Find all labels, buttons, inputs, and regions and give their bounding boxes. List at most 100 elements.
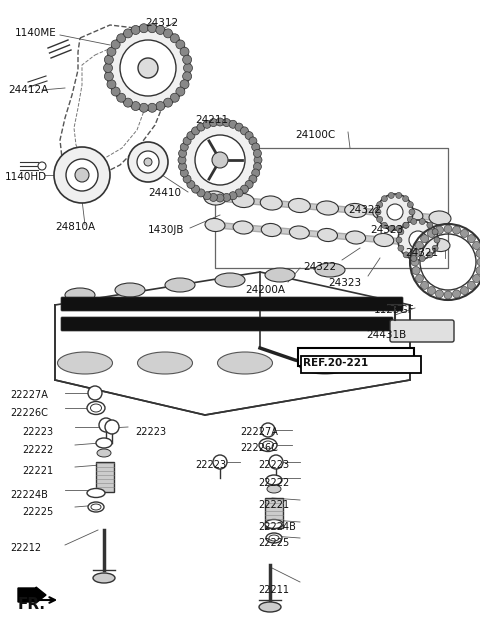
Circle shape bbox=[203, 192, 211, 200]
Text: 24323: 24323 bbox=[328, 278, 361, 288]
Circle shape bbox=[245, 180, 253, 188]
Circle shape bbox=[428, 286, 435, 294]
Text: 22227A: 22227A bbox=[10, 390, 48, 400]
Circle shape bbox=[419, 218, 425, 225]
Circle shape bbox=[476, 249, 480, 257]
Circle shape bbox=[183, 175, 191, 183]
Circle shape bbox=[235, 189, 243, 197]
Circle shape bbox=[249, 137, 257, 145]
Text: 22223: 22223 bbox=[258, 460, 289, 470]
Text: 24312: 24312 bbox=[145, 18, 178, 28]
Circle shape bbox=[419, 255, 425, 262]
Circle shape bbox=[408, 202, 413, 208]
Circle shape bbox=[180, 143, 188, 151]
Circle shape bbox=[412, 267, 420, 275]
Circle shape bbox=[477, 258, 480, 266]
Text: 24322: 24322 bbox=[303, 262, 336, 272]
Text: 22225: 22225 bbox=[258, 538, 289, 548]
Circle shape bbox=[473, 241, 480, 249]
Circle shape bbox=[432, 245, 438, 251]
Text: 24412A: 24412A bbox=[8, 85, 48, 95]
Circle shape bbox=[123, 98, 132, 107]
Ellipse shape bbox=[232, 194, 254, 207]
Circle shape bbox=[473, 275, 480, 283]
Ellipse shape bbox=[373, 206, 395, 220]
Circle shape bbox=[131, 25, 140, 35]
Circle shape bbox=[209, 193, 217, 201]
Text: 24322: 24322 bbox=[348, 205, 381, 215]
Text: 22221: 22221 bbox=[258, 500, 289, 510]
Ellipse shape bbox=[259, 602, 281, 612]
Ellipse shape bbox=[204, 191, 226, 205]
Text: 24410: 24410 bbox=[148, 188, 181, 198]
Text: 1140ME: 1140ME bbox=[15, 28, 57, 38]
Circle shape bbox=[131, 102, 140, 110]
Circle shape bbox=[137, 151, 159, 173]
Circle shape bbox=[216, 194, 224, 202]
Circle shape bbox=[213, 455, 227, 469]
Ellipse shape bbox=[374, 233, 394, 247]
Circle shape bbox=[104, 55, 113, 64]
Text: 22211: 22211 bbox=[258, 585, 289, 595]
Circle shape bbox=[120, 40, 176, 96]
Ellipse shape bbox=[87, 489, 105, 497]
Circle shape bbox=[105, 420, 119, 434]
Circle shape bbox=[444, 225, 452, 233]
Circle shape bbox=[235, 123, 243, 131]
Ellipse shape bbox=[215, 273, 245, 287]
Ellipse shape bbox=[259, 439, 277, 452]
Circle shape bbox=[192, 127, 200, 135]
Circle shape bbox=[117, 93, 126, 102]
Ellipse shape bbox=[266, 533, 282, 543]
Text: FR.: FR. bbox=[18, 597, 46, 612]
Circle shape bbox=[254, 156, 262, 164]
Circle shape bbox=[253, 149, 262, 157]
Circle shape bbox=[170, 34, 179, 43]
Circle shape bbox=[468, 234, 475, 242]
Circle shape bbox=[88, 386, 102, 400]
Text: REF.20-221: REF.20-221 bbox=[303, 358, 368, 368]
FancyArrow shape bbox=[18, 587, 46, 603]
FancyBboxPatch shape bbox=[61, 297, 403, 311]
Circle shape bbox=[427, 252, 433, 258]
Circle shape bbox=[180, 48, 189, 56]
Ellipse shape bbox=[402, 236, 422, 249]
Circle shape bbox=[104, 72, 113, 81]
Ellipse shape bbox=[93, 573, 115, 583]
Ellipse shape bbox=[233, 221, 253, 234]
Circle shape bbox=[411, 258, 419, 266]
Circle shape bbox=[387, 204, 403, 220]
Text: 22223: 22223 bbox=[195, 460, 226, 470]
Circle shape bbox=[460, 286, 468, 294]
Circle shape bbox=[180, 80, 189, 89]
Circle shape bbox=[435, 290, 444, 298]
Circle shape bbox=[420, 281, 429, 289]
Circle shape bbox=[223, 193, 230, 201]
Circle shape bbox=[269, 455, 283, 469]
Circle shape bbox=[398, 220, 438, 260]
Circle shape bbox=[396, 193, 402, 199]
Circle shape bbox=[398, 229, 404, 234]
Circle shape bbox=[128, 142, 168, 182]
Circle shape bbox=[144, 158, 152, 166]
Circle shape bbox=[476, 267, 480, 275]
Text: 24431B: 24431B bbox=[366, 330, 406, 340]
Circle shape bbox=[106, 26, 190, 110]
Circle shape bbox=[415, 241, 423, 249]
Ellipse shape bbox=[289, 226, 309, 239]
Text: 22212: 22212 bbox=[10, 543, 41, 553]
Circle shape bbox=[229, 120, 237, 128]
Circle shape bbox=[176, 40, 185, 49]
Text: 24200A: 24200A bbox=[245, 285, 285, 295]
Circle shape bbox=[111, 87, 120, 96]
Circle shape bbox=[139, 23, 148, 33]
Circle shape bbox=[164, 29, 172, 38]
Circle shape bbox=[38, 162, 46, 170]
Circle shape bbox=[107, 80, 116, 89]
Circle shape bbox=[398, 245, 404, 251]
Ellipse shape bbox=[205, 218, 225, 231]
Circle shape bbox=[245, 131, 253, 139]
Circle shape bbox=[123, 29, 132, 38]
Circle shape bbox=[148, 103, 156, 112]
Circle shape bbox=[197, 189, 205, 197]
